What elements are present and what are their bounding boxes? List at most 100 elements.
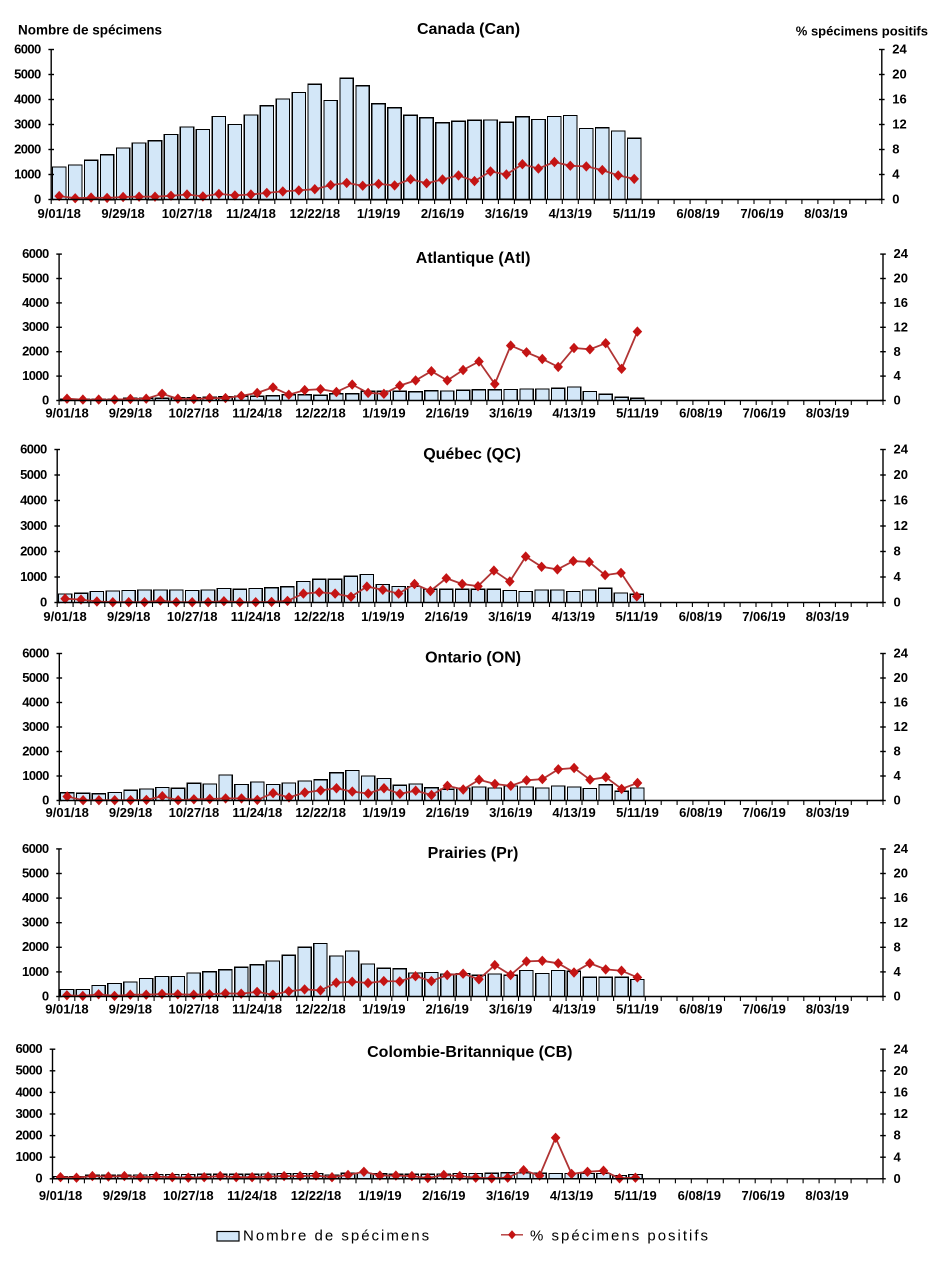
svg-text:2/16/19: 2/16/19 [426, 805, 469, 820]
svg-text:4: 4 [894, 964, 902, 979]
svg-text:0: 0 [34, 191, 41, 206]
svg-text:12: 12 [892, 117, 906, 132]
svg-text:8: 8 [894, 344, 901, 359]
svg-text:16: 16 [894, 695, 908, 710]
svg-text:4: 4 [894, 768, 902, 783]
svg-text:2/16/19: 2/16/19 [426, 1002, 469, 1017]
svg-text:6000: 6000 [15, 1041, 42, 1056]
svg-text:9/29/18: 9/29/18 [107, 609, 150, 624]
svg-text:16: 16 [894, 890, 908, 905]
svg-text:9/29/18: 9/29/18 [109, 805, 152, 820]
svg-text:8/03/19: 8/03/19 [806, 1002, 849, 1017]
svg-text:% spécimens positifs: % spécimens positifs [530, 1228, 710, 1245]
svg-text:0: 0 [894, 793, 901, 808]
svg-text:5/11/19: 5/11/19 [616, 1002, 659, 1017]
svg-text:9/01/18: 9/01/18 [45, 1002, 88, 1017]
svg-text:3/16/19: 3/16/19 [488, 609, 531, 624]
svg-text:8: 8 [894, 1128, 901, 1143]
svg-text:5/11/19: 5/11/19 [614, 1188, 657, 1203]
svg-text:2000: 2000 [15, 1128, 42, 1143]
svg-text:9/01/18: 9/01/18 [43, 609, 86, 624]
svg-text:8: 8 [894, 744, 901, 759]
svg-text:20: 20 [894, 866, 908, 881]
svg-text:1000: 1000 [22, 368, 49, 383]
svg-text:1/19/19: 1/19/19 [362, 805, 405, 820]
svg-text:8/03/19: 8/03/19 [806, 609, 849, 624]
svg-text:2/16/19: 2/16/19 [422, 1188, 465, 1203]
svg-text:12/22/18: 12/22/18 [294, 609, 345, 624]
svg-text:4: 4 [894, 368, 902, 383]
svg-text:0: 0 [894, 989, 901, 1004]
svg-text:10/27/18: 10/27/18 [168, 1002, 219, 1017]
svg-text:8: 8 [894, 544, 901, 559]
svg-text:0: 0 [892, 192, 899, 207]
svg-text:20: 20 [894, 467, 908, 482]
svg-text:24: 24 [894, 841, 909, 856]
svg-text:6/08/19: 6/08/19 [679, 609, 722, 624]
svg-text:20: 20 [894, 670, 908, 685]
svg-text:9/01/18: 9/01/18 [46, 805, 89, 820]
svg-text:1000: 1000 [14, 166, 41, 181]
svg-text:6/08/19: 6/08/19 [679, 805, 722, 820]
svg-text:3/16/19: 3/16/19 [485, 206, 528, 221]
svg-text:24: 24 [894, 246, 909, 261]
svg-text:4/13/19: 4/13/19 [552, 406, 595, 421]
svg-text:% spécimens positifs: % spécimens positifs [796, 24, 928, 39]
svg-text:4000: 4000 [22, 694, 49, 709]
svg-text:8/03/19: 8/03/19 [805, 1188, 848, 1203]
svg-text:6000: 6000 [14, 41, 41, 56]
svg-text:Ontario (ON): Ontario (ON) [425, 650, 521, 667]
svg-text:20: 20 [892, 67, 906, 82]
svg-text:1/19/19: 1/19/19 [362, 1002, 405, 1017]
svg-text:3000: 3000 [20, 518, 47, 533]
svg-text:6/08/19: 6/08/19 [676, 206, 719, 221]
svg-text:1/19/19: 1/19/19 [362, 406, 405, 421]
svg-text:2000: 2000 [22, 939, 49, 954]
svg-text:12/22/18: 12/22/18 [291, 1188, 342, 1203]
svg-text:5000: 5000 [22, 270, 49, 285]
svg-text:1000: 1000 [22, 964, 49, 979]
svg-text:10/27/18: 10/27/18 [162, 206, 213, 221]
svg-text:20: 20 [894, 1063, 908, 1078]
svg-text:2000: 2000 [22, 743, 49, 758]
svg-text:4: 4 [894, 1149, 902, 1164]
svg-text:Nombre de spécimens: Nombre de spécimens [243, 1228, 431, 1245]
svg-text:Atlantique (Atl): Atlantique (Atl) [416, 250, 531, 267]
svg-text:4/13/19: 4/13/19 [552, 609, 595, 624]
svg-text:Québec (QC): Québec (QC) [423, 446, 521, 463]
svg-text:3000: 3000 [22, 719, 49, 734]
svg-text:5/11/19: 5/11/19 [616, 406, 659, 421]
svg-text:2000: 2000 [14, 141, 41, 156]
svg-text:5/11/19: 5/11/19 [615, 609, 658, 624]
svg-text:Colombie-Britannique (CB): Colombie-Britannique (CB) [367, 1044, 572, 1061]
svg-text:24: 24 [894, 442, 909, 457]
svg-text:5000: 5000 [22, 670, 49, 685]
svg-text:6/08/19: 6/08/19 [678, 1188, 721, 1203]
svg-text:11/24/18: 11/24/18 [226, 206, 276, 221]
svg-text:5/11/19: 5/11/19 [616, 805, 659, 820]
svg-text:16: 16 [894, 295, 908, 310]
svg-text:8: 8 [894, 939, 901, 954]
svg-text:4000: 4000 [20, 492, 47, 507]
svg-text:0: 0 [894, 1171, 901, 1186]
svg-text:0: 0 [894, 393, 901, 408]
svg-text:0: 0 [894, 595, 901, 610]
svg-text:11/24/18: 11/24/18 [232, 406, 282, 421]
svg-text:6000: 6000 [22, 246, 49, 261]
svg-text:6000: 6000 [22, 841, 49, 856]
svg-text:3/16/19: 3/16/19 [486, 1188, 529, 1203]
svg-text:1000: 1000 [20, 569, 47, 584]
svg-text:11/24/18: 11/24/18 [231, 609, 281, 624]
svg-text:16: 16 [892, 92, 906, 107]
svg-text:7/06/19: 7/06/19 [742, 1188, 785, 1203]
svg-text:6000: 6000 [22, 645, 49, 660]
svg-text:5000: 5000 [14, 66, 41, 81]
svg-text:0: 0 [42, 792, 49, 807]
svg-text:24: 24 [894, 646, 909, 661]
svg-text:24: 24 [892, 42, 907, 57]
svg-text:5000: 5000 [20, 467, 47, 482]
svg-text:3000: 3000 [15, 1106, 42, 1121]
svg-text:12: 12 [894, 319, 908, 334]
svg-text:4000: 4000 [22, 890, 49, 905]
svg-text:1/19/19: 1/19/19 [358, 1188, 401, 1203]
